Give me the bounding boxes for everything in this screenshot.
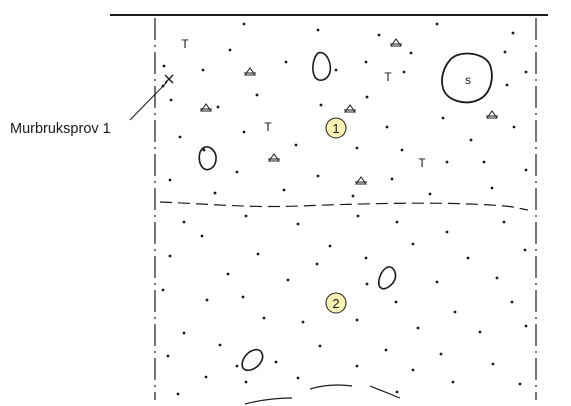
pebble-left [198,146,217,171]
tile-marker: T [418,156,426,170]
tile-marker: T [181,37,189,51]
fragment-symbols [200,38,498,185]
sample-leader-line [129,81,168,121]
layer-1-number: 1 [332,121,339,136]
pebble-upper-middle [312,51,332,81]
pebble-layer2-left [241,348,264,371]
layer-1-badge: 1 [325,117,347,139]
pebble-layer2-right [378,266,397,290]
tile-marker: T [384,70,392,84]
tile-marker: T [264,120,272,134]
large-stone [441,52,493,104]
aggregate-dots [161,22,528,396]
layer-boundary-line [159,201,529,211]
bottom-arc-right [369,385,401,399]
bottom-arc-left [244,397,293,405]
sample-label: Murbruksprov 1 [10,121,111,137]
layer-2-badge: 2 [325,292,347,314]
stone-marker: s [465,73,471,87]
bottom-arc-mid [309,384,353,390]
sample-cross-icon [164,74,174,84]
layer-2-number: 2 [332,296,339,311]
